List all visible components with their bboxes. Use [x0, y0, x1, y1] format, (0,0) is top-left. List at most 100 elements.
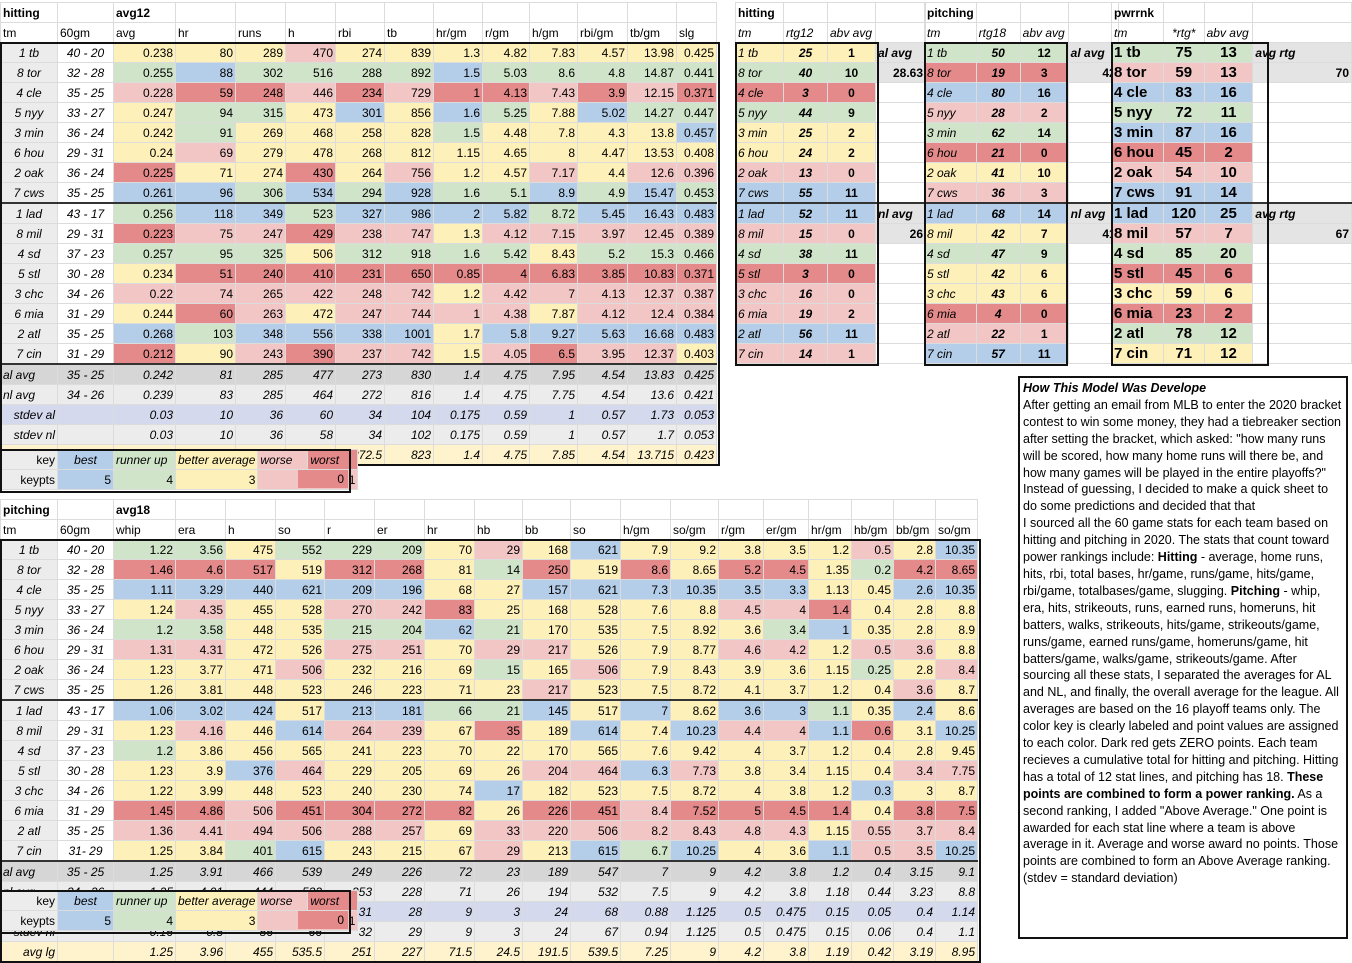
rating-value[interactable]: 56: [783, 323, 828, 344]
team-name[interactable]: 6 hou: [0, 142, 58, 163]
team-name[interactable]: 7 cin: [0, 840, 58, 862]
stat-cell[interactable]: 0.24: [113, 142, 176, 163]
stat-cell[interactable]: 1.2: [808, 679, 852, 701]
stat-cell[interactable]: 918: [384, 243, 434, 264]
team-name[interactable]: 3 min: [0, 619, 58, 640]
stat-cell[interactable]: 3.9: [577, 82, 628, 103]
cell[interactable]: [57, 499, 114, 520]
stat-cell[interactable]: 3.3: [763, 579, 809, 600]
team-name[interactable]: 5 stl: [1111, 263, 1164, 284]
above-average-value[interactable]: 2: [1203, 303, 1254, 324]
cell[interactable]: [474, 499, 523, 520]
stat-cell[interactable]: 5.45: [577, 202, 628, 224]
stat-cell[interactable]: 29: [474, 639, 523, 660]
section-title[interactable]: hitting: [0, 2, 58, 23]
rating-value[interactable]: 19: [975, 62, 1021, 83]
cell[interactable]: [1252, 343, 1352, 364]
key-label[interactable]: key: [0, 449, 58, 470]
stat-cell[interactable]: 1.36: [113, 820, 176, 841]
summary-cell[interactable]: 7.85: [529, 444, 578, 465]
stat-cell[interactable]: 269: [235, 122, 286, 143]
cell[interactable]: [875, 122, 926, 143]
stat-cell[interactable]: 288: [324, 820, 375, 841]
stat-cell[interactable]: 0.4: [851, 800, 894, 821]
cell[interactable]: [875, 263, 926, 284]
rating-value[interactable]: 24: [783, 142, 828, 163]
stat-cell[interactable]: 506: [275, 820, 325, 841]
stat-cell[interactable]: 4.5: [763, 559, 809, 580]
stat-cell[interactable]: 1.31: [113, 639, 176, 660]
stat-cell[interactable]: 315: [235, 102, 286, 123]
stat-cell[interactable]: 4.57: [577, 42, 628, 63]
summary-cell[interactable]: 816: [384, 384, 434, 405]
stat-cell[interactable]: 348: [235, 323, 286, 344]
stat-cell[interactable]: 0.242: [113, 122, 176, 143]
stat-cell[interactable]: 0.6: [851, 720, 894, 741]
stat-cell[interactable]: 145: [522, 699, 571, 721]
stat-cell[interactable]: 12.6: [627, 162, 677, 183]
section-title[interactable]: pitching: [924, 2, 977, 23]
stat-cell[interactable]: 1.5: [433, 122, 483, 143]
column-header[interactable]: runs: [235, 22, 286, 43]
cell[interactable]: [235, 2, 286, 23]
cell[interactable]: [1252, 243, 1352, 264]
column-header[interactable]: slg: [676, 22, 717, 43]
stat-cell[interactable]: 240: [324, 780, 375, 801]
stat-cell[interactable]: 828: [384, 122, 434, 143]
rating-value[interactable]: 72: [1162, 102, 1205, 123]
rating-value[interactable]: 87: [1162, 122, 1205, 143]
stat-cell[interactable]: 90: [175, 343, 236, 365]
stat-cell[interactable]: 3.86: [175, 740, 226, 761]
above-average-value[interactable]: 14: [1019, 202, 1069, 224]
rating-value[interactable]: 13: [783, 162, 828, 183]
stat-cell[interactable]: 0.234: [113, 263, 176, 284]
summary-cell[interactable]: 68: [570, 901, 621, 922]
al-average-label[interactable]: avg rtg: [1252, 42, 1352, 63]
stat-cell[interactable]: 9.27: [529, 323, 578, 344]
team-record[interactable]: 29 - 31: [57, 639, 114, 660]
stat-cell[interactable]: 410: [285, 263, 336, 284]
team-name[interactable]: 4 sd: [0, 243, 58, 264]
stat-cell[interactable]: 263: [235, 303, 286, 324]
column-header[interactable]: tm: [924, 22, 977, 43]
stat-cell[interactable]: 742: [384, 343, 434, 365]
summary-cell[interactable]: 4.54: [577, 384, 628, 405]
stat-cell[interactable]: 0.425: [676, 42, 717, 63]
stat-cell[interactable]: 12.45: [627, 223, 677, 244]
summary-cell[interactable]: 1.2: [808, 860, 852, 882]
stat-cell[interactable]: 7.4: [620, 720, 671, 741]
stat-cell[interactable]: 157: [522, 579, 571, 600]
summary-cell[interactable]: 13.83: [627, 363, 677, 385]
column-header[interactable]: rbi/gm: [577, 22, 628, 43]
cell[interactable]: [676, 2, 717, 23]
stat-cell[interactable]: 95: [175, 243, 236, 264]
stat-cell[interactable]: 2.8: [893, 619, 936, 640]
cell[interactable]: [1252, 22, 1352, 43]
cell[interactable]: [1203, 2, 1254, 23]
summary-cell[interactable]: 24: [522, 901, 571, 922]
stat-cell[interactable]: 223: [374, 679, 425, 701]
stat-cell[interactable]: 7.5: [935, 800, 978, 821]
above-average-value[interactable]: 16: [1203, 122, 1254, 143]
summary-cell[interactable]: 36: [235, 404, 286, 425]
rating-value[interactable]: 68: [975, 202, 1021, 224]
stat-cell[interactable]: 0.5: [851, 639, 894, 660]
stat-cell[interactable]: 8.6: [935, 699, 978, 721]
team-record[interactable]: 37 - 23: [57, 740, 114, 761]
cell[interactable]: [827, 2, 876, 23]
cell[interactable]: [1252, 162, 1352, 183]
summary-cell[interactable]: 3.8: [763, 860, 809, 882]
stat-cell[interactable]: 4.5: [763, 800, 809, 821]
team-name[interactable]: 3 chc: [0, 283, 58, 304]
rating-value[interactable]: 78: [1162, 323, 1205, 344]
stat-cell[interactable]: 165: [522, 659, 571, 680]
stat-cell[interactable]: 51: [175, 263, 236, 284]
stat-cell[interactable]: 13.53: [627, 142, 677, 163]
rating-value[interactable]: 14: [783, 343, 828, 364]
column-header[interactable]: hr: [175, 22, 236, 43]
stat-cell[interactable]: 268: [335, 142, 385, 163]
stat-cell[interactable]: 6.5: [529, 343, 578, 365]
stat-cell[interactable]: 10.35: [935, 539, 978, 560]
stat-cell[interactable]: 1.2: [433, 162, 483, 183]
stat-cell[interactable]: 0.25: [851, 659, 894, 680]
